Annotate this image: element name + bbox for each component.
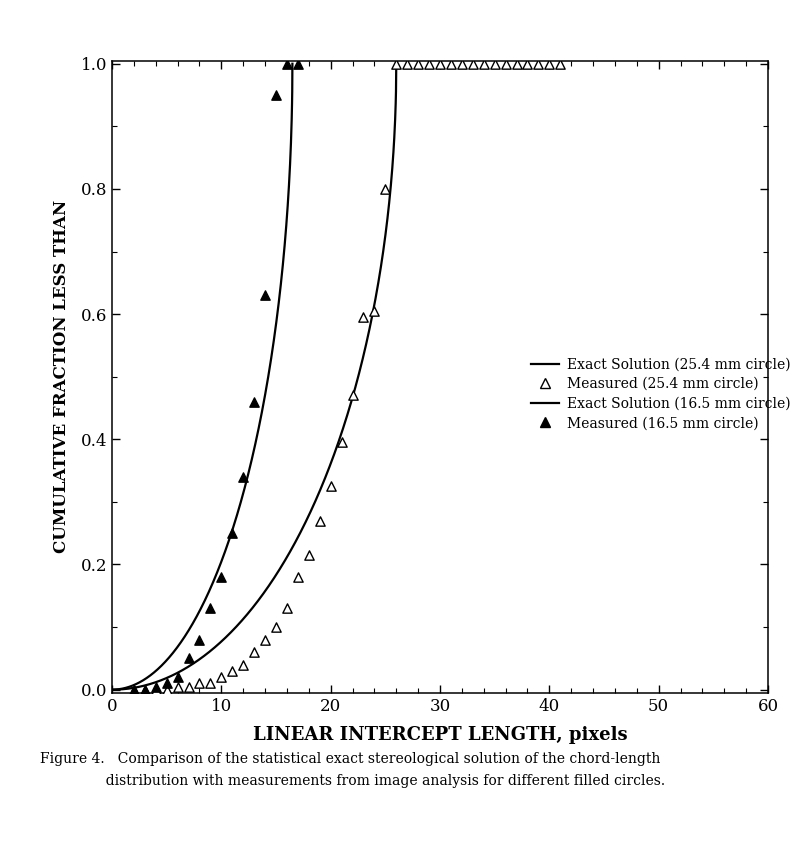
Point — [127, 682, 140, 696]
Point — [160, 682, 173, 696]
Text: distribution with measurements from image analysis for different filled circles.: distribution with measurements from imag… — [40, 774, 665, 788]
Point — [401, 57, 414, 71]
Point — [390, 57, 402, 71]
Point — [554, 57, 566, 71]
Point — [171, 680, 184, 694]
Point — [204, 676, 217, 690]
Point — [488, 57, 501, 71]
Point — [270, 88, 282, 102]
Point — [215, 670, 228, 684]
Point — [357, 310, 370, 324]
Point — [281, 601, 294, 615]
Point — [237, 657, 250, 671]
Point — [258, 288, 271, 302]
Point — [160, 676, 173, 690]
Point — [412, 57, 425, 71]
Legend: Exact Solution (25.4 mm circle), Measured (25.4 mm circle), Exact Solution (16.5: Exact Solution (25.4 mm circle), Measure… — [526, 352, 797, 436]
Point — [346, 389, 359, 403]
Point — [248, 645, 261, 659]
Point — [521, 57, 534, 71]
Point — [281, 57, 294, 71]
Point — [434, 57, 446, 71]
Point — [543, 57, 556, 71]
Point — [215, 570, 228, 584]
Point — [204, 601, 217, 615]
Point — [291, 570, 304, 584]
Point — [368, 304, 381, 318]
Point — [138, 682, 151, 696]
Point — [258, 633, 271, 647]
Point — [237, 470, 250, 484]
Point — [127, 682, 140, 696]
Point — [314, 514, 326, 527]
Point — [302, 548, 315, 562]
Point — [182, 680, 195, 694]
Y-axis label: CUMULATIVE FRACTION LESS THAN: CUMULATIVE FRACTION LESS THAN — [53, 200, 70, 553]
Point — [248, 395, 261, 409]
Point — [532, 57, 545, 71]
Point — [193, 676, 206, 690]
Point — [270, 620, 282, 634]
Point — [422, 57, 435, 71]
Point — [138, 682, 151, 696]
Text: Figure 4.   Comparison of the statistical exact stereological solution of the ch: Figure 4. Comparison of the statistical … — [40, 753, 660, 766]
Point — [510, 57, 523, 71]
Point — [291, 57, 304, 71]
Point — [226, 664, 238, 678]
Point — [150, 680, 162, 694]
Point — [478, 57, 490, 71]
Point — [379, 182, 392, 196]
Point — [455, 57, 468, 71]
Point — [193, 633, 206, 647]
Point — [499, 57, 512, 71]
Point — [182, 651, 195, 665]
Point — [324, 479, 337, 493]
Point — [171, 670, 184, 684]
X-axis label: LINEAR INTERCEPT LENGTH, pixels: LINEAR INTERCEPT LENGTH, pixels — [253, 726, 627, 744]
Point — [226, 527, 238, 540]
Point — [150, 682, 162, 696]
Point — [466, 57, 479, 71]
Point — [335, 436, 348, 449]
Point — [445, 57, 458, 71]
